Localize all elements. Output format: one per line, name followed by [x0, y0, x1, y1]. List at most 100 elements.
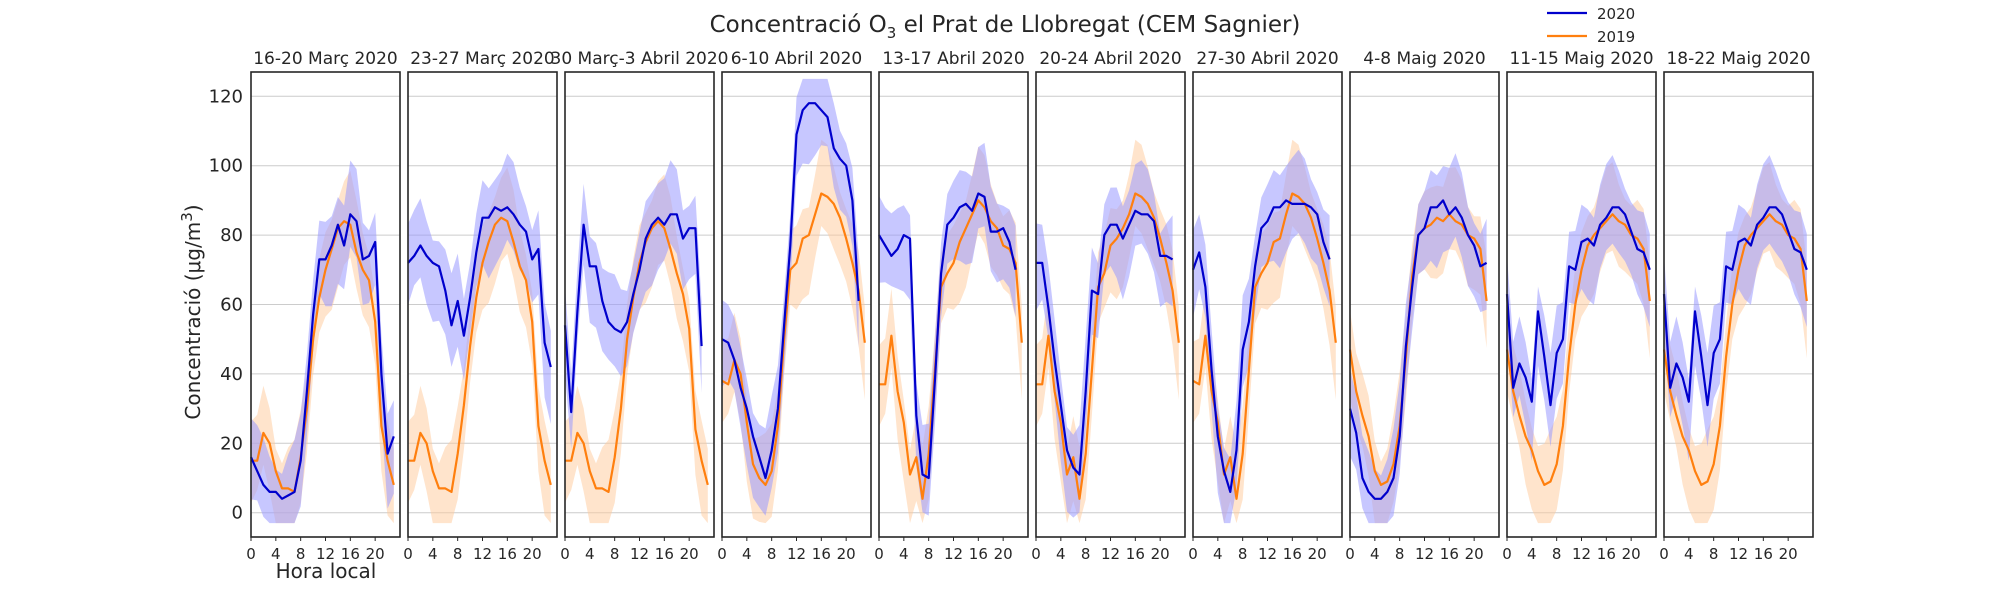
x-tick-label-0-panel-6: 0: [1031, 545, 1041, 563]
band-2019-panel-3: [565, 174, 708, 524]
y-tick-label-80: 80: [220, 225, 243, 246]
line-2020-panel-8: [1348, 199, 1488, 500]
x-tick-label-8-panel-10: 8: [1709, 545, 1719, 563]
x-tick-label-4-panel-9: 4: [1527, 545, 1537, 563]
band-2020-panel-6: [1036, 160, 1173, 518]
line-2020-panel-4: [721, 102, 860, 480]
x-tick-label-8-panel-3: 8: [610, 545, 620, 563]
legend-label-2019: 2019: [1597, 28, 1635, 46]
line-2019-panel-1: [251, 220, 395, 493]
x-tick-label-12-panel-1: 12: [316, 545, 335, 563]
x-tick-label-20-panel-4: 20: [837, 545, 856, 563]
x-tick-label-8-panel-5: 8: [924, 545, 934, 563]
y-axis-label-end: ): [181, 204, 205, 212]
line-2019-panel-10: [1662, 213, 1808, 486]
y-axis-label-superscript: 3: [178, 212, 196, 222]
x-tick-label-20-panel-10: 20: [1779, 545, 1798, 563]
line-2019-panel-4: [721, 192, 866, 486]
x-tick-label-12-panel-6: 12: [1101, 545, 1120, 563]
x-tick-label-12-panel-4: 12: [787, 545, 806, 563]
x-tick-label-0-panel-3: 0: [560, 545, 570, 563]
band-2019-panel-2: [408, 167, 551, 524]
band-2020-panel-2: [408, 153, 551, 425]
x-tick-label-4-panel-7: 4: [1213, 545, 1223, 563]
x-tick-label-0-panel-9: 0: [1502, 545, 1512, 563]
x-tick-label-20-panel-7: 20: [1308, 545, 1327, 563]
panel-title-2: 23-27 Març 2020: [410, 49, 555, 69]
x-tick-label-8-panel-9: 8: [1552, 545, 1562, 563]
x-tick-label-8-panel-7: 8: [1238, 545, 1248, 563]
x-tick-label-20-panel-5: 20: [994, 545, 1013, 563]
y-tick-label-60: 60: [220, 295, 243, 316]
x-tick-label-16-panel-8: 16: [1440, 545, 1459, 563]
line-2020-panel-1: [249, 213, 395, 500]
band-2019-panel-4: [722, 139, 865, 524]
band-2019-panel-10: [1664, 162, 1807, 524]
y-tick-label-100: 100: [209, 156, 243, 177]
chart-title-suffix: el Prat de Llobregat (CEM Sagnier): [896, 12, 1300, 38]
panel-title-6: 20-24 Abril 2020: [1039, 49, 1181, 69]
x-tick-label-12-panel-8: 12: [1415, 545, 1434, 563]
y-axis-label-main: Concentració (μg/m: [181, 222, 205, 420]
x-tick-label-8-panel-1: 8: [296, 545, 306, 563]
x-tick-label-20-panel-3: 20: [680, 545, 699, 563]
x-tick-label-12-panel-10: 12: [1729, 545, 1748, 563]
line-2020-panel-3: [563, 213, 703, 414]
x-tick-label-0-panel-7: 0: [1188, 545, 1198, 563]
band-2020-panel-7: [1193, 149, 1330, 524]
x-tick-label-0-panel-8: 0: [1345, 545, 1355, 563]
x-tick-label-4-panel-1: 4: [271, 545, 281, 563]
x-tick-label-4-panel-10: 4: [1684, 545, 1694, 563]
x-tick-label-4-panel-6: 4: [1056, 545, 1066, 563]
line-2020-panel-7: [1191, 199, 1331, 493]
x-tick-label-16-panel-1: 16: [341, 545, 360, 563]
y-tick-label-40: 40: [220, 364, 243, 385]
chart-title-subscript: 3: [887, 24, 897, 42]
band-2020-panel-8: [1350, 153, 1487, 524]
band-2020-panel-10: [1664, 155, 1807, 461]
band-2019-panel-5: [879, 146, 1022, 524]
x-tick-label-8-panel-4: 8: [767, 545, 777, 563]
panel-title-4: 6-10 Abril 2020: [731, 49, 863, 69]
x-tick-label-4-panel-2: 4: [428, 545, 438, 563]
x-tick-label-0-panel-2: 0: [403, 545, 413, 563]
x-tick-label-0-panel-1: 0: [246, 545, 256, 563]
panel-title-10: 18-22 Maig 2020: [1666, 49, 1810, 69]
x-tick-label-0-panel-10: 0: [1659, 545, 1669, 563]
chart-title-prefix: Concentració O: [710, 12, 887, 38]
x-tick-label-4-panel-3: 4: [585, 545, 595, 563]
x-tick-label-0-panel-4: 0: [717, 545, 727, 563]
x-tick-label-8-panel-8: 8: [1395, 545, 1405, 563]
line-2020-panel-6: [1036, 209, 1174, 476]
y-tick-label-20: 20: [220, 433, 243, 454]
panel-title-8: 4-8 Maig 2020: [1363, 49, 1485, 69]
band-2020-panel-5: [879, 142, 1016, 516]
band-2019-panel-9: [1507, 162, 1650, 524]
line-2019-panel-2: [408, 216, 552, 493]
legend-label-2020: 2020: [1597, 5, 1635, 23]
line-2019-panel-9: [1505, 213, 1651, 486]
x-tick-label-8-panel-2: 8: [453, 545, 463, 563]
panel-title-7: 27-30 Abril 2020: [1196, 49, 1338, 69]
panel-4: 6-10 Abril 2020 0 4 8 12 16 20: [717, 49, 872, 563]
x-tick-label-20-panel-9: 20: [1622, 545, 1641, 563]
x-tick-label-4-panel-8: 4: [1370, 545, 1380, 563]
x-tick-label-12-panel-2: 12: [473, 545, 492, 563]
panel-2: 23-27 Març 2020 0 4 8 12 16 20: [403, 49, 558, 563]
x-tick-label-20-panel-8: 20: [1465, 545, 1484, 563]
x-tick-label-12-panel-3: 12: [630, 545, 649, 563]
line-2020-panel-10: [1662, 206, 1808, 407]
y-axis-label: Concentració (μg/m3): [178, 204, 205, 419]
panel-title-5: 13-17 Abril 2020: [882, 49, 1024, 69]
x-tick-label-20-panel-1: 20: [366, 545, 385, 563]
line-2020-panel-5: [878, 192, 1017, 480]
panel-title-3: 30 Març-3 Abril 2020: [551, 49, 729, 69]
panel-7: 27-30 Abril 2020 0 4 8 12 16 20: [1188, 49, 1343, 563]
panel-title-9: 11-15 Maig 2020: [1509, 49, 1653, 69]
line-2020-panel-9: [1505, 206, 1651, 407]
y-tick-label-0: 0: [232, 503, 243, 524]
x-tick-label-20-panel-2: 20: [523, 545, 542, 563]
x-tick-label-16-panel-6: 16: [1126, 545, 1145, 563]
